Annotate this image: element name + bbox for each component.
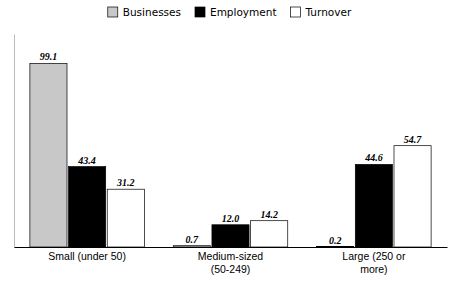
x-tick-label-line: Medium-sized [198, 250, 264, 262]
data-labels: 99.1 0.7 0.2 43.4 12.0 44.6 31.2 14.2 54.7 [40, 51, 423, 245]
legend-item: Turnover [291, 6, 352, 18]
legend-label: Businesses [123, 6, 181, 18]
x-tick-label-line: Small (under 50) [48, 250, 126, 262]
x-axis: Small (under 50) Medium-sized(50-249) Larg… [15, 247, 448, 275]
bar [317, 246, 354, 247]
x-axis-line [15, 247, 448, 248]
x-tick-label-line: Large (250 or [342, 250, 406, 262]
bar [30, 63, 67, 247]
x-tick: Large (250 ormore) [342, 247, 406, 275]
data-label: 0.2 [329, 235, 342, 246]
data-label: 44.6 [364, 152, 383, 163]
y-axis-line [14, 35, 15, 248]
legend-swatch [108, 7, 118, 17]
bar-series [30, 63, 354, 247]
bar-series [69, 164, 393, 247]
data-label: 0.7 [186, 234, 200, 245]
data-label: 99.1 [40, 51, 58, 62]
chart: 99.1 0.7 0.2 43.4 12.0 44.6 31.2 14.2 54.7 Small … [0, 0, 459, 287]
bar [69, 167, 106, 247]
data-label: 43.4 [77, 155, 96, 166]
bar [107, 189, 144, 247]
bar [251, 221, 288, 247]
legend-item: Employment [195, 6, 277, 18]
bar-series [107, 146, 431, 247]
x-tick: Small (under 50) [48, 247, 126, 262]
bar [394, 146, 431, 247]
bars [30, 63, 431, 247]
x-tick-label-line: (50-249) [211, 263, 251, 275]
legend-label: Turnover [305, 6, 352, 18]
x-tick: Medium-sized(50-249) [198, 247, 264, 275]
data-label: 54.7 [404, 134, 423, 145]
legend-item: Businesses [108, 6, 181, 18]
data-label: 14.2 [260, 209, 278, 220]
legend: Businesses Employment Turnover [108, 6, 352, 18]
data-label: 12.0 [222, 213, 240, 224]
x-tick-label: Small (under 50) [48, 250, 126, 262]
x-tick-label: Medium-sized(50-249) [198, 250, 264, 274]
y-axis [14, 35, 15, 248]
legend-swatch [195, 7, 205, 17]
legend-swatch [291, 7, 301, 17]
plot: 99.1 0.7 0.2 43.4 12.0 44.6 31.2 14.2 54.7 Small … [15, 35, 448, 275]
x-tick-label: Large (250 ormore) [342, 250, 406, 274]
bar [355, 164, 392, 247]
legend-label: Employment [210, 6, 277, 18]
data-label: 31.2 [116, 177, 135, 188]
x-tick-label-line: more) [360, 263, 387, 275]
bar [212, 225, 249, 247]
bar [173, 246, 210, 247]
